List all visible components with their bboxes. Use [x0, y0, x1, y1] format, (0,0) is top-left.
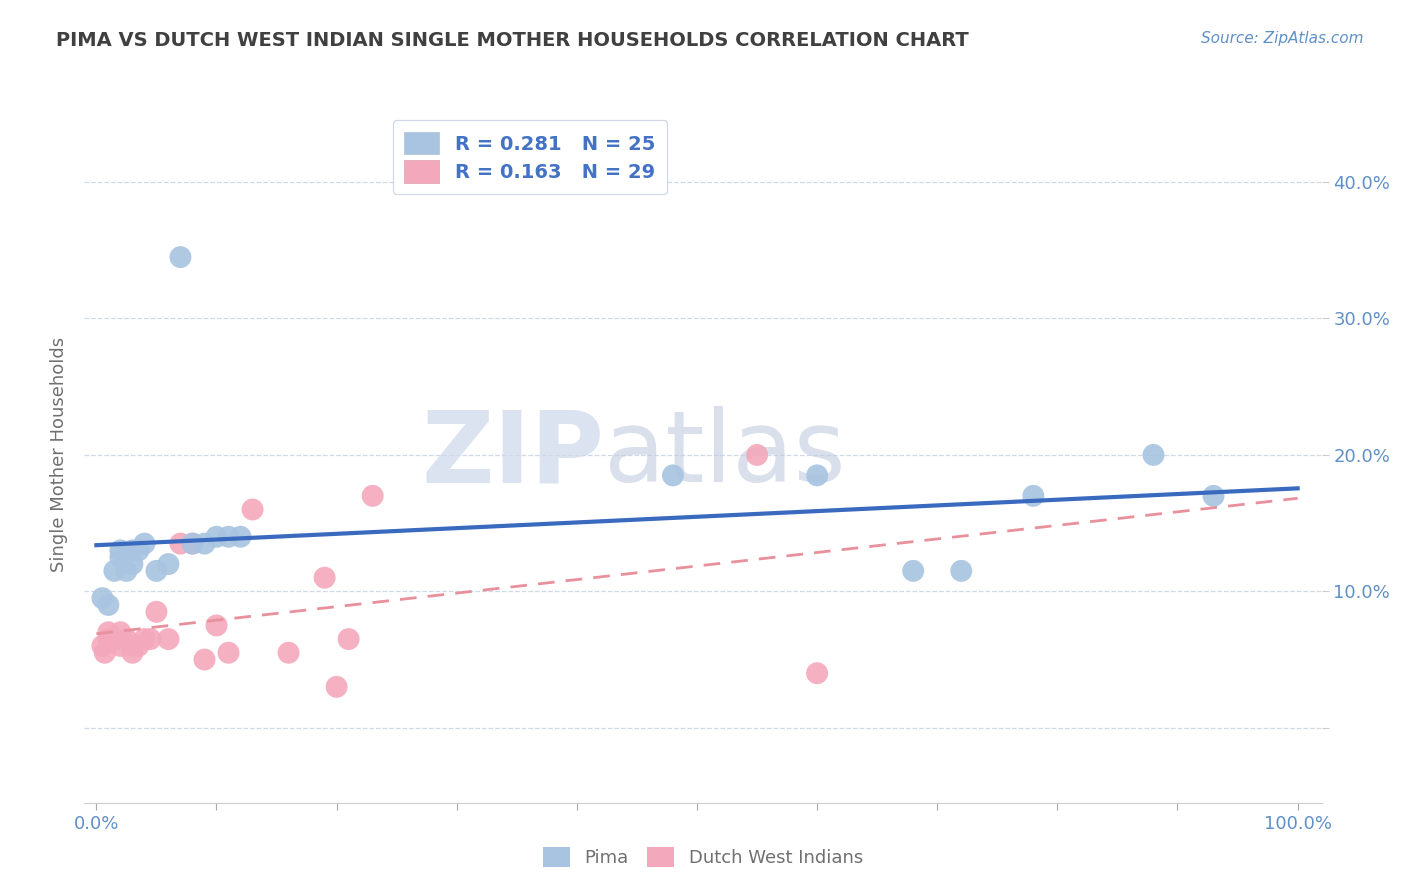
Point: [1142, 448, 1164, 462]
Point: [229, 530, 252, 544]
Point: [121, 557, 143, 571]
Point: [103, 564, 125, 578]
Point: [134, 632, 156, 646]
Text: atlas: atlas: [605, 407, 845, 503]
Point: [127, 543, 149, 558]
Point: [218, 530, 240, 544]
Point: [242, 502, 264, 516]
Point: [121, 639, 143, 653]
Point: [97, 598, 120, 612]
Point: [110, 550, 132, 565]
Text: ZIP: ZIP: [422, 407, 605, 503]
Point: [115, 632, 138, 646]
Point: [169, 250, 191, 264]
Point: [903, 564, 925, 578]
Point: [91, 639, 114, 653]
Point: [94, 646, 117, 660]
Point: [181, 536, 204, 550]
Point: [314, 571, 336, 585]
Point: [97, 625, 120, 640]
Point: [103, 632, 125, 646]
Point: [218, 646, 240, 660]
Point: [806, 468, 828, 483]
Point: [127, 639, 149, 653]
Point: [157, 632, 180, 646]
Legend: R = 0.281   N = 25, R = 0.163   N = 29: R = 0.281 N = 25, R = 0.163 N = 29: [392, 120, 666, 194]
Point: [157, 557, 180, 571]
Point: [662, 468, 685, 483]
Point: [101, 632, 124, 646]
Point: [193, 536, 215, 550]
Y-axis label: Single Mother Households: Single Mother Households: [51, 337, 69, 573]
Point: [745, 448, 768, 462]
Point: [205, 530, 228, 544]
Point: [110, 639, 132, 653]
Text: PIMA VS DUTCH WEST INDIAN SINGLE MOTHER HOUSEHOLDS CORRELATION CHART: PIMA VS DUTCH WEST INDIAN SINGLE MOTHER …: [56, 31, 969, 50]
Text: Source: ZipAtlas.com: Source: ZipAtlas.com: [1201, 31, 1364, 46]
Point: [121, 646, 143, 660]
Point: [806, 666, 828, 681]
Point: [115, 564, 138, 578]
Point: [205, 618, 228, 632]
Point: [193, 652, 215, 666]
Point: [145, 605, 167, 619]
Legend: Pima, Dutch West Indians: Pima, Dutch West Indians: [536, 839, 870, 874]
Point: [121, 543, 143, 558]
Point: [134, 536, 156, 550]
Point: [277, 646, 299, 660]
Point: [1202, 489, 1225, 503]
Point: [337, 632, 360, 646]
Point: [181, 536, 204, 550]
Point: [97, 632, 120, 646]
Point: [91, 591, 114, 606]
Point: [325, 680, 347, 694]
Point: [169, 536, 191, 550]
Point: [139, 632, 162, 646]
Point: [950, 564, 973, 578]
Point: [361, 489, 384, 503]
Point: [110, 543, 132, 558]
Point: [145, 564, 167, 578]
Point: [110, 625, 132, 640]
Point: [1022, 489, 1045, 503]
